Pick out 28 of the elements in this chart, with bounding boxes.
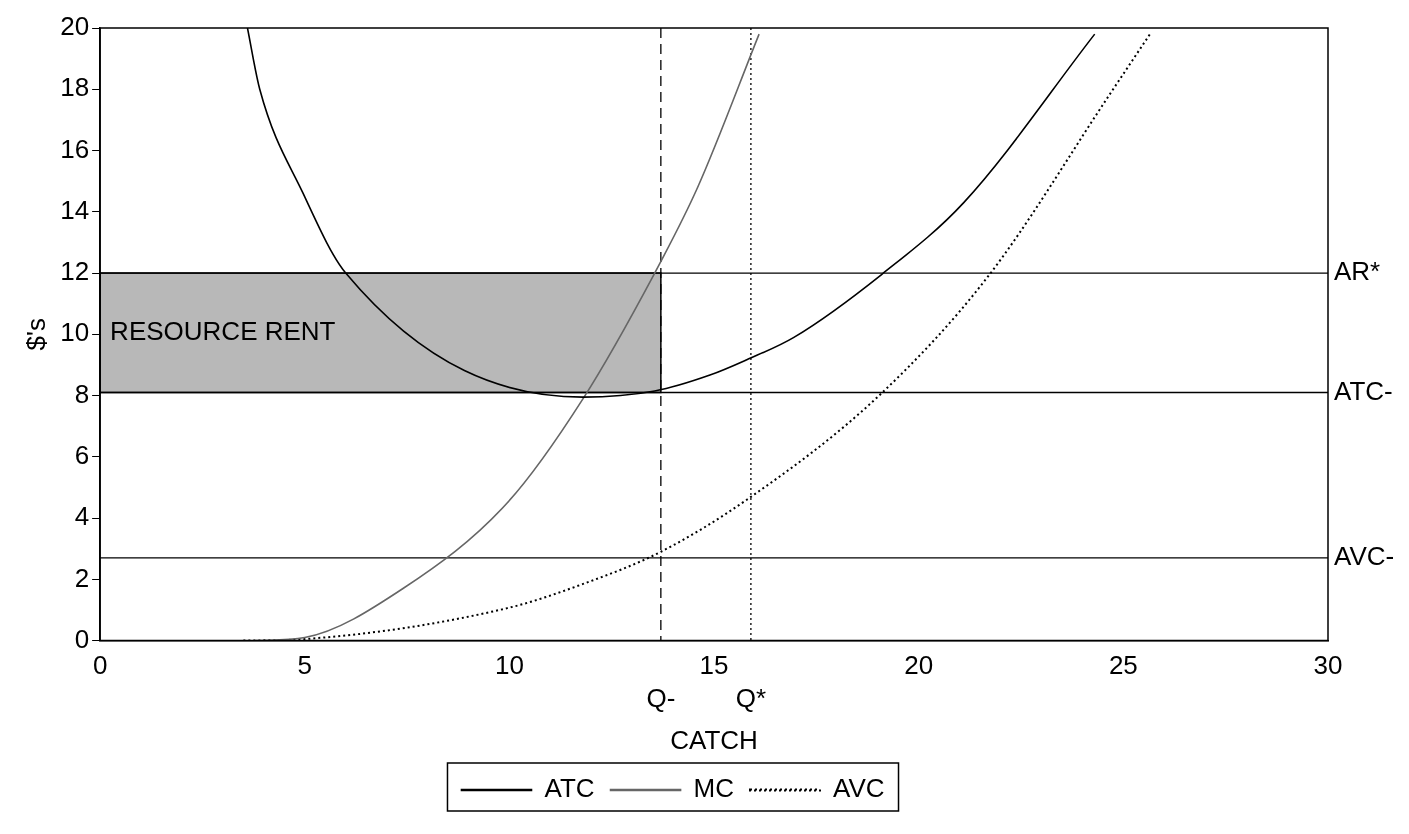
ref-line-label: AVC- <box>1334 541 1395 572</box>
y-tick-label: 8 <box>74 378 90 409</box>
x-tick-label: 25 <box>1108 650 1138 681</box>
y-tick-label: 18 <box>60 72 90 103</box>
legend-label: ATC <box>544 773 595 804</box>
x-axis-title: CATCH <box>670 724 758 755</box>
y-axis-title: $'s <box>20 318 51 351</box>
band-label: RESOURCE RENT <box>110 315 336 346</box>
y-tick-label: 20 <box>60 11 90 42</box>
x-tick-label: 30 <box>1313 650 1343 681</box>
x-tick-label: 20 <box>904 650 934 681</box>
ref-line-label: AR* <box>1334 256 1381 287</box>
x-tick-label: 5 <box>297 650 312 681</box>
y-tick-label: 0 <box>74 623 90 654</box>
x-tick-label: 15 <box>699 650 729 681</box>
y-tick-label: 16 <box>60 133 90 164</box>
y-tick-label: 2 <box>74 562 90 593</box>
y-tick-label: 4 <box>74 501 90 532</box>
y-tick-label: 10 <box>60 317 90 348</box>
y-tick-label: 6 <box>74 439 90 470</box>
x-tick-label: 10 <box>494 650 524 681</box>
ref-line-label: Q- <box>646 682 676 713</box>
y-tick-label: 14 <box>60 194 90 225</box>
ref-line-label: Q* <box>735 682 767 713</box>
y-tick-label: 12 <box>60 256 90 287</box>
legend-label: AVC <box>832 773 885 804</box>
ref-line-label: ATC- <box>1334 375 1393 406</box>
legend-label: MC <box>693 773 734 804</box>
